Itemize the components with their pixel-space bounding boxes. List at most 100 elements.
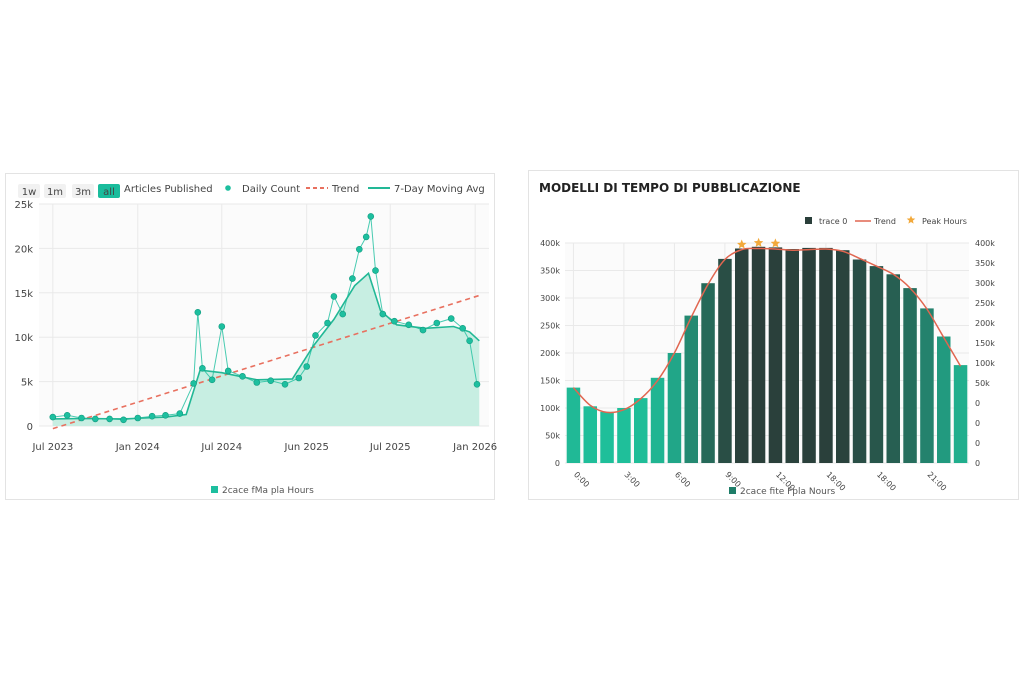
daily-count-point xyxy=(78,414,85,422)
range-button-1w[interactable] xyxy=(18,184,40,198)
peak-hour-star xyxy=(753,237,764,247)
x-tick-label: Jun 2025 xyxy=(284,442,329,453)
legend-daily-count-label: Daily Count xyxy=(242,184,300,195)
legend-peak-label: Peak Hours xyxy=(922,217,967,226)
daily-count-point xyxy=(120,416,127,424)
y-tick-label: 100k xyxy=(540,404,560,413)
x-tick-label: Jul 2024 xyxy=(200,442,242,453)
bar-hour-15 xyxy=(819,247,833,463)
bar-hour-8 xyxy=(701,283,715,463)
bar-hour-21 xyxy=(920,308,934,463)
daily-count-point xyxy=(190,380,197,387)
y-tick-label: 0 xyxy=(27,422,33,433)
daily-count-line xyxy=(52,216,478,421)
chart-title: MODELLI DI TEMPO DI PUBBLICAZIONE xyxy=(539,181,801,195)
bar-hour-10 xyxy=(735,248,749,463)
daily-count-point xyxy=(379,310,387,318)
x-tick-label: 6:00 xyxy=(673,470,692,489)
y-tick-label: 200k xyxy=(540,349,560,358)
daily-count-point xyxy=(224,367,232,375)
x-tick-label: 21:00 xyxy=(926,470,949,493)
daily-count-point xyxy=(106,415,113,423)
bar-hour-13 xyxy=(785,249,799,463)
y-tick-label: 5k xyxy=(21,378,33,389)
peak-hour-star xyxy=(770,238,781,248)
y-tick-label: 250k xyxy=(540,322,560,331)
publication-time-panel: MODELLI DI TEMPO DI PUBBLICAZIONE 0 50k 100… xyxy=(528,170,1019,500)
bar-hour-20 xyxy=(903,288,917,463)
daily-count-point xyxy=(355,246,363,253)
bar-hour-5 xyxy=(650,377,665,464)
bar-hour-1 xyxy=(583,406,597,463)
y-tick-label: 15k xyxy=(14,289,33,300)
articles-published-chart: 0 5k 10k 15k 20k 25k Jul 2023 Jan 2024 Jul 2024 J… xyxy=(14,184,497,496)
trend-line xyxy=(52,294,480,430)
daily-count-point xyxy=(253,379,261,386)
daily-count-point xyxy=(199,365,206,372)
range-button-label-1w[interactable]: 1w xyxy=(22,187,37,198)
y2-tick-label: 300k xyxy=(975,279,995,288)
y2-tick-label: 150k xyxy=(975,339,995,348)
range-button-3m[interactable] xyxy=(72,184,94,198)
daily-count-point xyxy=(419,326,427,334)
y2-tick-label: 0 xyxy=(975,459,980,468)
range-button-label-all[interactable]: all xyxy=(103,187,115,198)
y-tick-label: 300k xyxy=(540,294,560,303)
bar-hour-19 xyxy=(886,274,900,463)
daily-count-point xyxy=(391,317,398,325)
daily-count-point xyxy=(208,376,216,384)
y2-tick-label: 0 xyxy=(975,399,980,408)
daily-count-point xyxy=(303,363,311,370)
daily-count-point xyxy=(367,213,375,220)
daily-count-point xyxy=(176,410,184,417)
trend-curve xyxy=(572,247,962,414)
bar-hour-11 xyxy=(751,246,766,463)
legend-trace-label: trace 0 xyxy=(819,217,847,226)
range-button-1m[interactable] xyxy=(44,184,66,198)
y-tick-label: 0 xyxy=(555,459,560,468)
y2-tick-label: 0 xyxy=(975,419,980,428)
y2-tick-label: 100k xyxy=(975,359,995,368)
y-tick-label: 50k xyxy=(545,432,560,441)
articles-published-panel: 0 5k 10k 15k 20k 25k Jul 2023 Jan 2024 Jul 2024 J… xyxy=(5,173,497,500)
range-button-all[interactable] xyxy=(98,184,120,198)
x-tick-label: 0:00 xyxy=(572,470,591,489)
bar-hour-12 xyxy=(768,247,783,463)
bar-hour-3 xyxy=(617,408,631,463)
daily-count-point xyxy=(92,415,99,423)
y-tick-label: 10k xyxy=(14,333,33,344)
daily-count-point xyxy=(459,325,467,332)
daily-count-point xyxy=(148,412,156,420)
x-tick-label: 18:00 xyxy=(875,470,898,493)
y2-tick-label: 250k xyxy=(975,299,995,308)
daily-count-point xyxy=(405,321,413,329)
bottom-legend-swatch xyxy=(729,487,736,494)
y2-tick-label: 0 xyxy=(975,439,980,448)
bar-hour-9 xyxy=(718,258,732,463)
publication-time-chart: MODELLI DI TEMPO DI PUBBLICAZIONE 0 50k 100… xyxy=(539,181,995,497)
daily-count-point xyxy=(295,374,303,382)
peak-hour-star xyxy=(737,239,747,249)
daily-count-point xyxy=(447,315,455,322)
bar-hour-4 xyxy=(634,398,648,463)
daily-count-point xyxy=(63,412,71,419)
range-button-label-1m[interactable]: 1m xyxy=(47,187,63,198)
x-tick-label: Jan 2026 xyxy=(452,442,497,453)
bar-hour-22 xyxy=(937,336,951,463)
legend-star-icon xyxy=(906,215,916,224)
daily-count-point xyxy=(339,310,347,318)
range-button-label-3m[interactable]: 3m xyxy=(75,187,91,198)
daily-count-point xyxy=(466,337,473,345)
y2-tick-label: 350k xyxy=(975,259,995,268)
x-tick-label: 3:00 xyxy=(623,470,642,489)
x-tick-label: Jan 2024 xyxy=(115,442,160,453)
bar-hour-7 xyxy=(684,315,698,463)
bar-hour-16 xyxy=(836,250,850,463)
legend-trend-label: Trend xyxy=(873,217,896,226)
y2-tick-label: 50k xyxy=(975,379,990,388)
bar-hour-6 xyxy=(667,353,682,463)
y-tick-label: 25k xyxy=(14,200,33,211)
y-tick-label: 350k xyxy=(540,267,560,276)
daily-count-point xyxy=(281,381,289,388)
daily-count-point xyxy=(218,323,226,330)
